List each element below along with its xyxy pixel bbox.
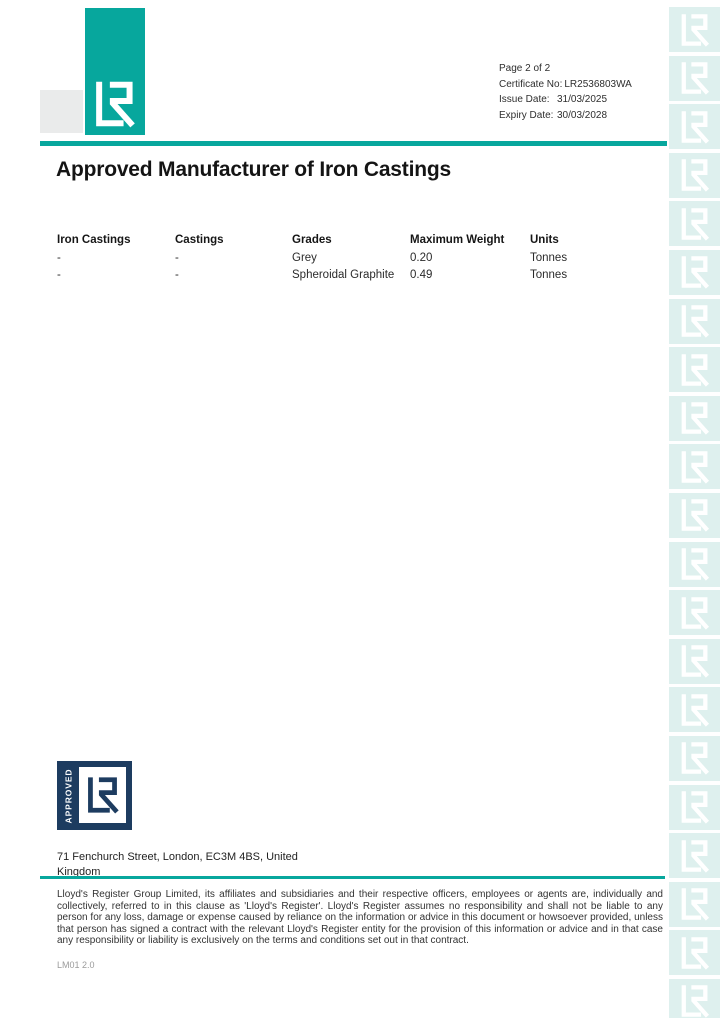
page-title: Approved Manufacturer of Iron Castings — [56, 158, 451, 181]
lr-monogram-icon — [91, 79, 139, 129]
cell-maximum-weight: 0.49 — [410, 269, 433, 281]
lr-watermark-tile — [669, 930, 720, 976]
approved-label-text: APPROVED — [63, 768, 73, 823]
office-address: 71 Fenchurch Street, London, EC3M 4BS, U… — [57, 850, 298, 879]
lr-watermark-tile — [669, 687, 720, 733]
address-line-1: 71 Fenchurch Street, London, EC3M 4BS, U… — [57, 851, 298, 863]
lr-watermark-tile — [669, 784, 720, 830]
lr-monogram-icon — [678, 10, 712, 50]
lr-watermark-tile — [669, 201, 720, 247]
lr-monogram-icon — [678, 447, 712, 487]
lr-monogram-icon — [678, 933, 712, 973]
lr-approved-badge: APPROVED — [57, 761, 132, 830]
lr-monogram-icon — [678, 350, 712, 390]
column-header-grades: Grades — [292, 234, 332, 246]
lr-watermark-tile — [669, 55, 720, 101]
lr-watermark-tile — [669, 492, 720, 538]
lr-watermark-tile — [669, 104, 720, 150]
lr-watermark-tile — [669, 833, 720, 879]
cell-grade: Grey — [292, 251, 317, 264]
logo-gray-accent — [40, 90, 83, 133]
cell-units: Tonnes — [530, 269, 568, 281]
lr-watermark-tile — [669, 7, 720, 52]
lr-watermark-tile — [669, 152, 720, 198]
lr-monogram-icon — [678, 107, 712, 147]
lr-monogram-icon — [678, 593, 712, 633]
lr-watermark-strip — [669, 0, 720, 1018]
certificate-number-row: Certificate No: LR2536803WA — [499, 77, 632, 93]
page-indicator-label: Page 2 of 2 — [499, 63, 551, 74]
table-header-row: Iron Castings Castings Grades Maximum We… — [57, 232, 637, 250]
lr-monogram-icon — [84, 773, 122, 817]
lr-watermark-tile — [669, 590, 720, 636]
column-header-castings: Castings — [175, 234, 224, 246]
address-line-2: Kingdom — [57, 865, 101, 878]
cell-castings: - — [175, 269, 179, 281]
lr-monogram-icon — [678, 58, 712, 98]
approved-vertical-label: APPROVED — [57, 761, 79, 830]
legal-disclaimer: Lloyd's Register Group Limited, its affi… — [57, 889, 663, 946]
lr-monogram-icon — [678, 641, 712, 681]
lr-monogram-icon — [678, 398, 712, 438]
certificate-meta: Page 2 of 2 Certificate No: LR2536803WA … — [499, 61, 632, 123]
lr-watermark-tile — [669, 249, 720, 295]
column-header-maximum-weight: Maximum Weight — [410, 234, 505, 246]
footer-divider-rule — [40, 876, 665, 879]
lr-monogram-icon — [678, 204, 712, 244]
expiry-date-label: Expiry Date: — [499, 109, 554, 121]
document-code: LM01 2.0 — [57, 960, 95, 970]
lr-monogram-icon — [678, 495, 712, 535]
lr-monogram-icon — [678, 884, 712, 924]
badge-monogram-box — [79, 767, 126, 823]
lr-monogram-icon — [678, 155, 712, 195]
column-header-iron-castings: Iron Castings — [57, 234, 131, 246]
lr-watermark-tile — [669, 298, 720, 344]
lr-monogram-icon — [678, 690, 712, 730]
cell-grade: Spheroidal Graphite — [292, 269, 395, 281]
lr-watermark-tile — [669, 395, 720, 441]
lr-monogram-icon — [678, 836, 712, 876]
lr-watermark-tile — [669, 735, 720, 781]
lr-monogram-icon — [678, 301, 712, 341]
issue-date-row: Issue Date: 31/03/2025 — [499, 92, 632, 108]
lr-watermark-tile — [669, 978, 720, 1018]
lr-watermark-tile — [669, 638, 720, 684]
lr-watermark-tile — [669, 347, 720, 393]
lr-monogram-icon — [678, 981, 712, 1018]
lr-monogram-icon — [678, 787, 712, 827]
lr-logo — [85, 8, 145, 135]
cell-units: Tonnes — [530, 251, 568, 264]
issue-date-label: Issue Date: — [499, 94, 550, 105]
certificate-number-value: LR2536803WA — [564, 78, 632, 90]
cell-iron-castings: - — [57, 251, 61, 264]
cell-castings: - — [175, 251, 179, 264]
lr-monogram-icon — [678, 544, 712, 584]
certificate-number-label: Certificate No: — [499, 78, 563, 90]
table-row: - - Grey 0.20 Tonnes — [57, 250, 637, 268]
approval-scope-table: Iron Castings Castings Grades Maximum We… — [57, 232, 637, 285]
lr-monogram-icon — [678, 252, 712, 292]
lr-watermark-tile — [669, 881, 720, 927]
header-divider-rule — [40, 141, 667, 146]
expiry-date-row: Expiry Date: 30/03/2028 — [499, 108, 632, 124]
cell-iron-castings: - — [57, 269, 61, 281]
expiry-date-value: 30/03/2028 — [557, 109, 608, 121]
column-header-units: Units — [530, 234, 559, 246]
lr-watermark-tile — [669, 541, 720, 587]
issue-date-value: 31/03/2025 — [557, 94, 608, 105]
table-row: - - Spheroidal Graphite 0.49 Tonnes — [57, 267, 637, 285]
lr-monogram-icon — [678, 738, 712, 778]
page-indicator: Page 2 of 2 — [499, 61, 632, 77]
lr-watermark-tile — [669, 444, 720, 490]
cell-maximum-weight: 0.20 — [410, 251, 433, 264]
